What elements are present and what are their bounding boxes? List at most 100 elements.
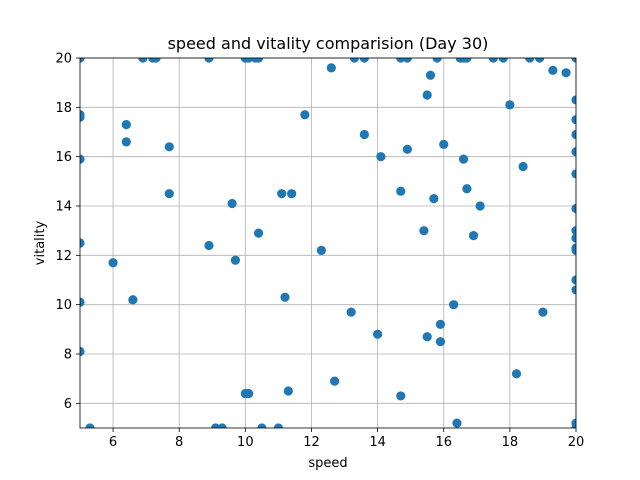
x-tick-label: 12 xyxy=(303,435,320,450)
scatter-point xyxy=(468,231,479,241)
scatter-point xyxy=(435,319,446,329)
y-tick-label: 16 xyxy=(55,150,72,165)
scatter-point xyxy=(571,147,576,157)
scatter-point xyxy=(402,58,412,63)
scatter-point xyxy=(505,100,515,110)
scatter-point xyxy=(425,70,436,80)
scatter-point xyxy=(518,161,528,172)
scatter-point xyxy=(396,391,406,401)
scatter-point xyxy=(538,307,548,317)
scatter-point xyxy=(571,95,576,105)
scatter-point xyxy=(449,300,459,310)
scatter-point xyxy=(346,307,356,317)
scatter-point xyxy=(151,58,161,63)
scatter-point xyxy=(204,240,214,251)
scatter-point xyxy=(277,189,287,199)
scatter-point xyxy=(217,423,227,428)
scatter-point xyxy=(326,63,336,73)
x-tick-label: 16 xyxy=(435,435,452,450)
y-tick-label: 18 xyxy=(55,101,72,116)
scatter-point xyxy=(422,90,432,100)
x-tick-label: 18 xyxy=(502,435,519,450)
scatter-point xyxy=(571,129,576,140)
scatter-point xyxy=(561,68,571,78)
scatter-point xyxy=(257,423,267,428)
scatter-point xyxy=(458,154,469,164)
scatter-point xyxy=(300,110,310,120)
x-tick-label: 6 xyxy=(109,435,117,450)
axis-ticks: 6 8 10 12 14 16 18 20 6 8 10 12 14 16 18 20 xyxy=(55,52,584,451)
scatter-point xyxy=(359,58,369,63)
chart-title: speed and vitality comparision (Day 30) xyxy=(168,34,489,53)
x-tick-label: 20 xyxy=(568,435,585,450)
scatter-point xyxy=(121,120,131,130)
scatter-point xyxy=(571,58,576,63)
scatter-point xyxy=(138,58,148,63)
x-axis-label: speed xyxy=(308,456,347,471)
scatter-point xyxy=(429,194,439,204)
scatter-point xyxy=(121,137,131,147)
scatter-point xyxy=(128,295,138,305)
data-points xyxy=(80,58,576,428)
plot-frame xyxy=(79,57,577,429)
scatter-point xyxy=(511,369,522,379)
y-tick-label: 14 xyxy=(55,200,72,215)
scatter-point xyxy=(80,238,85,248)
scatter-point xyxy=(439,139,449,149)
scatter-point xyxy=(462,184,472,194)
x-tick-label: 8 xyxy=(175,435,183,450)
y-tick-label: 12 xyxy=(55,249,72,264)
scatter-point xyxy=(571,226,576,236)
y-tick-label: 20 xyxy=(55,52,72,67)
scatter-point xyxy=(287,189,297,199)
scatter-point xyxy=(571,203,576,214)
scatter-point xyxy=(452,418,462,428)
x-tick-label: 14 xyxy=(369,435,386,450)
scatter-point xyxy=(273,423,283,428)
scatter-point xyxy=(80,346,85,357)
scatter-point xyxy=(227,198,237,209)
scatter-point xyxy=(108,258,118,268)
scatter-point xyxy=(535,58,545,63)
y-tick-label: 6 xyxy=(64,397,72,412)
y-axis-label: vitality xyxy=(33,221,48,266)
scatter-point xyxy=(253,228,264,238)
scatter-point xyxy=(571,275,576,285)
scatter-point xyxy=(571,169,576,179)
scatter-point xyxy=(498,58,508,63)
scatter-point xyxy=(435,337,446,347)
scatter-point xyxy=(80,154,85,164)
scatter-point xyxy=(164,189,174,199)
grid xyxy=(80,57,577,428)
scatter-point xyxy=(244,388,254,399)
scatter-point xyxy=(571,115,576,125)
scatter-point xyxy=(164,142,174,152)
scatter-point xyxy=(571,245,576,255)
scatter-point xyxy=(571,418,576,428)
scatter-point xyxy=(475,201,485,211)
scatter-point xyxy=(396,186,406,196)
scatter-point xyxy=(402,144,412,154)
scatter-point xyxy=(419,226,429,236)
scatter-point xyxy=(548,65,558,75)
scatter-point xyxy=(488,58,498,63)
scatter-point xyxy=(462,58,472,63)
scatter-point xyxy=(80,297,85,307)
scatter-point xyxy=(330,376,340,386)
scatter-point xyxy=(280,292,290,302)
scatter-point xyxy=(359,129,369,140)
scatter-point xyxy=(432,58,442,63)
scatter-point xyxy=(85,423,95,428)
scatter-point xyxy=(80,112,85,122)
scatter-point xyxy=(316,245,326,255)
scatter-point xyxy=(349,58,360,63)
x-tick-label: 10 xyxy=(237,435,254,450)
scatter-point xyxy=(373,329,383,339)
scatter-point xyxy=(80,58,85,63)
scatter-point xyxy=(253,58,264,63)
scatter-point xyxy=(422,332,432,342)
scatter-point xyxy=(571,233,576,243)
scatter-point xyxy=(571,285,576,295)
